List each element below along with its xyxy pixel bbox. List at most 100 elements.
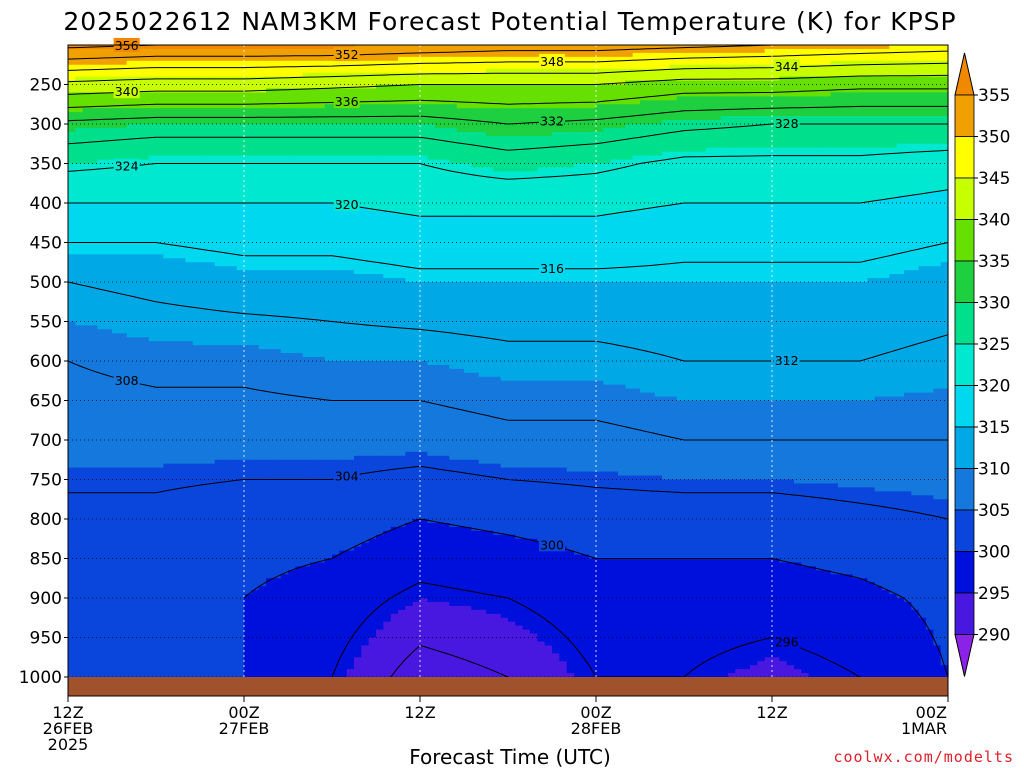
theta-cell xyxy=(222,175,230,180)
theta-cell xyxy=(479,152,487,157)
theta-cell xyxy=(464,199,472,204)
theta-cell xyxy=(112,104,120,109)
theta-cell xyxy=(611,187,619,192)
theta-cell xyxy=(919,156,927,161)
theta-cell xyxy=(200,69,208,74)
theta-cell xyxy=(479,116,487,121)
theta-cell xyxy=(156,61,164,66)
theta-cell xyxy=(479,132,487,137)
theta-cell xyxy=(787,77,795,82)
theta-cell xyxy=(684,136,692,141)
theta-cell xyxy=(625,171,633,176)
theta-cell xyxy=(603,132,611,137)
theta-cell xyxy=(193,183,201,188)
theta-cell xyxy=(765,195,773,200)
theta-cell xyxy=(229,167,237,172)
theta-cell xyxy=(229,187,237,192)
theta-cell xyxy=(677,136,685,141)
theta-cell xyxy=(508,144,516,149)
theta-cell xyxy=(105,116,113,121)
theta-cell xyxy=(875,124,883,129)
theta-cell xyxy=(699,171,707,176)
theta-cell xyxy=(281,191,289,196)
theta-cell xyxy=(464,77,472,82)
theta-cell xyxy=(743,61,751,66)
theta-cell xyxy=(376,140,384,145)
theta-cell xyxy=(215,65,223,70)
theta-cell xyxy=(853,57,861,62)
theta-cell xyxy=(589,45,597,50)
theta-cell xyxy=(838,164,846,169)
theta-cell xyxy=(134,57,142,62)
theta-cell xyxy=(523,175,531,180)
theta-cell xyxy=(288,104,296,109)
theta-cell xyxy=(677,140,685,145)
theta-cell xyxy=(787,81,795,86)
theta-cell xyxy=(464,128,472,133)
theta-cell xyxy=(919,45,927,50)
theta-cell xyxy=(926,85,934,90)
theta-cell xyxy=(816,112,824,117)
theta-cell xyxy=(596,203,604,208)
theta-cell xyxy=(809,144,817,149)
theta-cell xyxy=(662,73,670,78)
theta-cell xyxy=(530,108,538,113)
theta-cell xyxy=(75,112,83,117)
theta-cell xyxy=(699,140,707,145)
theta-cell xyxy=(134,124,142,129)
theta-cell xyxy=(618,152,626,157)
theta-cell xyxy=(457,85,465,90)
theta-cell xyxy=(369,203,377,208)
theta-cell xyxy=(691,49,699,54)
theta-cell xyxy=(721,104,729,109)
theta-cell xyxy=(618,100,626,105)
theta-cell xyxy=(200,183,208,188)
theta-cell xyxy=(493,104,501,109)
theta-cell xyxy=(215,187,223,192)
theta-cell xyxy=(471,203,479,208)
theta-cell xyxy=(332,77,340,82)
theta-cell xyxy=(581,45,589,50)
theta-cell xyxy=(193,148,201,153)
theta-cell xyxy=(222,61,230,66)
theta-cell xyxy=(567,167,575,172)
theta-cell xyxy=(508,77,516,82)
theta-cell xyxy=(875,167,883,172)
theta-cell xyxy=(838,132,846,137)
theta-cell xyxy=(347,128,355,133)
theta-cell xyxy=(574,175,582,180)
theta-cell xyxy=(728,171,736,176)
theta-cell xyxy=(200,167,208,172)
theta-cell xyxy=(273,175,281,180)
theta-cell xyxy=(171,148,179,153)
theta-cell xyxy=(273,136,281,141)
theta-cell xyxy=(611,104,619,109)
theta-cell xyxy=(530,57,538,62)
theta-cell xyxy=(303,120,311,125)
theta-cell xyxy=(669,167,677,172)
theta-cell xyxy=(75,136,83,141)
theta-cell xyxy=(178,73,186,78)
theta-cell xyxy=(904,140,912,145)
theta-cell xyxy=(200,49,208,54)
theta-cell xyxy=(303,191,311,196)
theta-cell xyxy=(288,140,296,145)
theta-cell xyxy=(75,104,83,109)
theta-cell xyxy=(515,195,523,200)
theta-cell xyxy=(112,144,120,149)
theta-cell xyxy=(823,45,831,50)
theta-cell xyxy=(171,92,179,97)
theta-cell xyxy=(713,195,721,200)
theta-cell xyxy=(471,96,479,101)
theta-cell xyxy=(867,171,875,176)
theta-cell xyxy=(420,88,428,93)
theta-cell xyxy=(457,203,465,208)
theta-cell xyxy=(603,191,611,196)
theta-cell xyxy=(831,49,839,54)
theta-cell xyxy=(882,203,890,208)
theta-cell xyxy=(134,191,142,196)
theta-cell xyxy=(207,171,215,176)
theta-cell xyxy=(405,140,413,145)
theta-cell xyxy=(149,136,157,141)
theta-cell xyxy=(603,124,611,129)
